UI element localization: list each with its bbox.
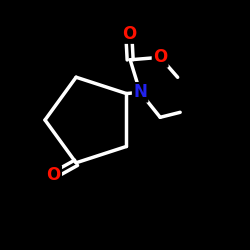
Text: N: N: [133, 83, 147, 101]
Text: O: O: [46, 166, 61, 184]
Text: O: O: [153, 48, 167, 66]
Text: O: O: [122, 24, 136, 42]
